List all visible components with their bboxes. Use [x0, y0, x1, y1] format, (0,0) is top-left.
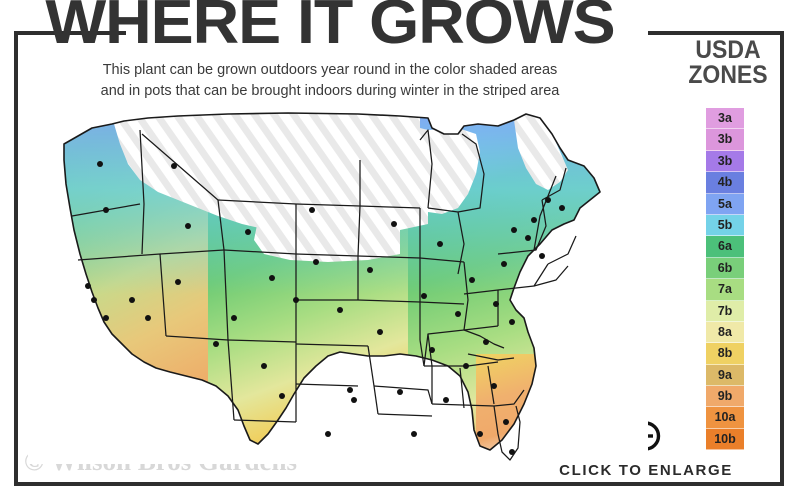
click-to-enlarge-label[interactable]: CLICK TO ENLARGE — [559, 462, 733, 479]
usda-heading-line-2: ZONES — [688, 61, 768, 89]
zone-swatch-8a-10: 8a — [706, 321, 744, 344]
zone-swatch-3a-0: 3a — [706, 108, 744, 130]
zone-swatch-10b-15: 10b — [706, 428, 744, 451]
zone-swatch-8b-11: 8b — [706, 343, 744, 365]
frame-left — [14, 31, 18, 486]
striped-region-greatlakes — [428, 128, 480, 214]
page-title: WHERE IT GROWS — [45, 0, 615, 57]
subtitle-line-2: and in pots that can be brought indoors … — [100, 83, 560, 100]
zone-swatch-3b-1: 3b — [706, 129, 744, 151]
city-dots — [85, 161, 565, 455]
zone-swatch-5a-4: 5a — [706, 193, 744, 215]
striped-region-northeast — [514, 113, 568, 190]
zone-swatch-7a-8: 7a — [706, 279, 744, 301]
usda-zone-map[interactable] — [28, 104, 648, 464]
frame-top-left — [14, 31, 126, 35]
zone-swatch-7b-9: 7b — [706, 300, 744, 322]
zone-swatch-9a-12: 9a — [706, 364, 744, 387]
usda-heading-line-1: USDA — [695, 36, 761, 64]
frame-bottom-right — [676, 482, 784, 486]
zone-swatch-10a-14: 10a — [706, 407, 744, 429]
zone-swatch-4b-3: 4b — [706, 172, 744, 194]
zone-swatch-3b-2: 3b — [706, 150, 744, 173]
frame-bottom — [14, 482, 676, 486]
zone-swatch-9b-13: 9b — [706, 386, 744, 408]
usda-zones-heading: USDA ZONES — [673, 38, 783, 88]
page-subtitle: This plant can be grown outdoors year ro… — [30, 60, 630, 102]
zone-swatch-6a-6: 6a — [706, 236, 744, 258]
subtitle-line-1: This plant can be grown outdoors year ro… — [102, 62, 558, 78]
frame-right — [780, 31, 784, 486]
frame-top-right — [648, 31, 784, 35]
striped-region-northplains — [254, 200, 400, 262]
zone-swatch-6b-7: 6b — [706, 257, 744, 280]
zone-swatch-5b-5: 5b — [706, 214, 744, 237]
usda-zone-legend: 3a 3b 3b 4b 5a 5b 6a 6b 7a 7b 8a 8b 9a 9b 10a 10b — [706, 108, 744, 451]
